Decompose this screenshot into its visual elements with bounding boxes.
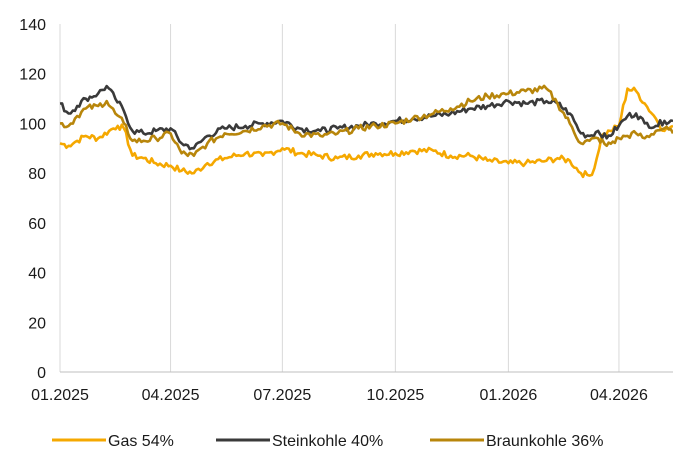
x-tick-label: 04.2025 [142,387,200,404]
x-tick-label: 07.2025 [253,387,311,404]
x-tick-label: 10.2025 [366,387,424,404]
y-tick-label: 40 [28,266,46,283]
y-tick-label: 80 [28,166,46,183]
legend-label: Braunkohle 36% [486,433,603,450]
x-tick-label: 04.2026 [590,387,648,404]
series-line-0 [59,86,673,179]
y-tick-label: 0 [37,365,46,382]
y-tick-label: 140 [19,17,46,34]
x-tick-label: 01.2026 [479,387,537,404]
series-line-1 [59,84,673,151]
legend: Gas 54% Steinkohle 40% Braunkohle 36% [52,433,603,450]
y-tick-label: 20 [28,315,46,332]
y-tick-label: 100 [19,116,46,133]
legend-label: Gas 54% [108,433,174,450]
vertical-gridlines [59,24,620,372]
legend-label: Steinkohle 40% [272,433,383,450]
x-axis-tick-labels: 01.2025 04.2025 07.2025 10.2025 01.2026 04.20… [31,387,648,404]
series-line-2 [59,84,673,158]
y-axis-tick-labels: 0 20 40 60 80 100 120 140 [19,17,46,382]
y-tick-label: 60 [28,216,46,233]
x-tick-label: 01.2025 [31,387,89,404]
series-lines [59,84,673,179]
y-tick-label: 120 [19,67,46,84]
